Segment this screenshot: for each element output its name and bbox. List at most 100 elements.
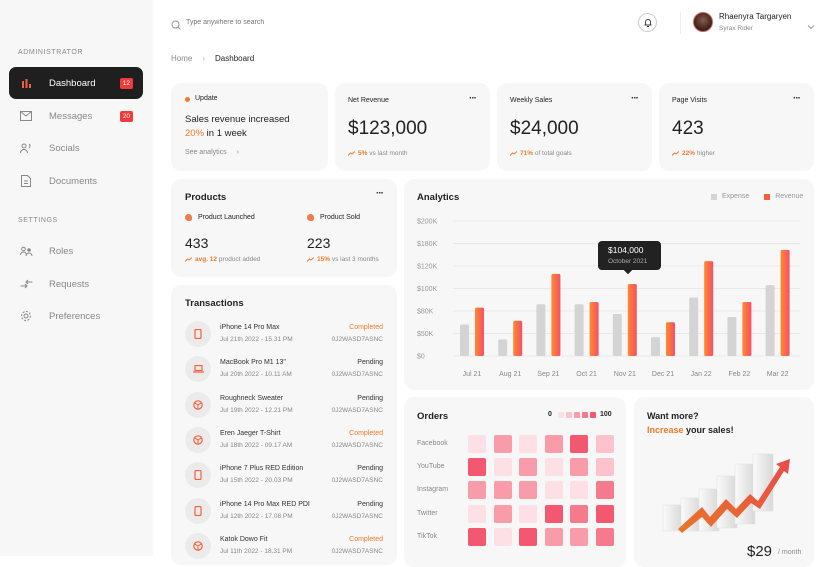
bar-revenue[interactable] xyxy=(627,284,637,356)
notification-bell-button[interactable] xyxy=(638,13,657,32)
see-analytics-link[interactable]: See analytics › xyxy=(185,149,239,156)
more-options-icon[interactable]: ··· xyxy=(376,188,384,199)
promo-highlight: Increase xyxy=(647,425,684,435)
analytics-chart: $0 $50K $80K $100K $120K $180K $200K Jul 21 Aug … xyxy=(417,219,800,378)
sidebar-item-requests[interactable]: Requests xyxy=(9,268,143,300)
stat-value: $123,000 xyxy=(348,118,428,139)
heatmap-cell[interactable] xyxy=(468,435,486,453)
bar-chart-icon xyxy=(19,76,33,90)
more-options-icon[interactable]: ··· xyxy=(469,93,477,104)
heatmap-cell[interactable] xyxy=(595,435,614,453)
heatmap-cell[interactable] xyxy=(544,458,563,477)
transaction-id: 0J2WASD7ASNC xyxy=(331,371,383,379)
heatmap-cell[interactable] xyxy=(570,504,588,523)
bar-expense[interactable] xyxy=(498,339,508,356)
sidebar-item-dashboard[interactable]: Dashboard 12 xyxy=(9,67,143,99)
update-label: Update xyxy=(195,95,218,102)
count-badge: 20 xyxy=(119,110,133,122)
heatmap-cell[interactable] xyxy=(493,435,512,453)
heatmap-cell[interactable] xyxy=(595,527,614,546)
bar-revenue[interactable] xyxy=(513,320,523,356)
bar-expense[interactable] xyxy=(765,285,775,356)
trend-up-icon xyxy=(672,151,679,156)
heatmap-cell[interactable] xyxy=(595,504,614,523)
search-input[interactable] xyxy=(186,15,386,29)
more-options-icon[interactable]: ··· xyxy=(793,93,801,104)
user-name[interactable]: Rhaenyra Targaryen xyxy=(719,12,792,21)
heatmap-cell[interactable] xyxy=(544,481,563,500)
transaction-row[interactable]: iPhone 7 Plus RED Edition Jul 15th 2022 -… xyxy=(171,462,397,496)
sidebar-item-roles[interactable]: Roles xyxy=(9,235,143,267)
bar-revenue[interactable] xyxy=(589,302,599,356)
heatmap-cell[interactable] xyxy=(570,527,588,546)
bar-expense[interactable] xyxy=(651,337,660,356)
gear-icon xyxy=(19,309,33,323)
sidebar-item-socials[interactable]: Socials xyxy=(9,132,143,164)
bar-expense[interactable] xyxy=(612,314,622,356)
bar-expense[interactable] xyxy=(574,304,584,356)
tooltip-value: $104,000 xyxy=(608,245,644,255)
heatmap-cell[interactable] xyxy=(570,481,588,500)
transaction-name: MacBook Pro M1 13" xyxy=(220,359,286,367)
sidebar-item-preferences[interactable]: Preferences xyxy=(9,300,143,332)
heatmap-cell[interactable] xyxy=(570,458,588,477)
bar-expense[interactable] xyxy=(727,317,737,356)
bar-revenue[interactable] xyxy=(780,249,790,356)
heatmap-cell[interactable] xyxy=(595,481,614,500)
heatmap-cell[interactable] xyxy=(468,458,486,477)
bar-revenue[interactable] xyxy=(551,273,561,356)
product-label: Product Launched xyxy=(198,214,255,221)
bar-revenue[interactable] xyxy=(704,261,714,356)
heatmap-cell[interactable] xyxy=(544,527,563,546)
heatmap-cell[interactable] xyxy=(544,435,563,453)
transaction-row[interactable]: Katok Dowo Fit Jul 11th 2022 - 18.31 PM Co… xyxy=(171,532,397,567)
bar-revenue[interactable] xyxy=(742,302,752,356)
products-title: Products xyxy=(185,192,227,203)
transaction-row[interactable]: MacBook Pro M1 13" Jul 20th 2022 - 10.11 … xyxy=(171,356,397,390)
transaction-row[interactable]: iPhone 14 Pro Max Jul 21th 2022 - 15.31 P… xyxy=(171,321,397,355)
legend-expense: Expense xyxy=(722,193,750,200)
transaction-id: 0J2WASD7ASNC xyxy=(331,406,383,414)
chevron-down-icon[interactable] xyxy=(807,17,815,35)
transaction-row[interactable]: iPhone 14 Pro Max RED PDI Jul 12th 2022 -… xyxy=(171,497,397,532)
sidebar-item-label: Documents xyxy=(49,175,98,187)
heatmap-cell[interactable] xyxy=(519,481,537,500)
bar-expense[interactable] xyxy=(460,324,469,357)
orders-card: Orders 0 100 Facebook YouTube Instagram Twi… xyxy=(404,397,626,567)
phone-icon xyxy=(185,497,211,524)
avatar[interactable] xyxy=(693,12,713,32)
heatmap-cell[interactable] xyxy=(468,527,486,546)
transaction-row[interactable]: Eren Jaeger T-Shirt Jul 18th 2022 - 09.17… xyxy=(171,426,397,461)
heatmap-cell[interactable] xyxy=(519,527,537,546)
sidebar-item-messages[interactable]: Messages 20 xyxy=(9,100,143,132)
heatmap-cell[interactable] xyxy=(519,435,537,453)
bar-revenue[interactable] xyxy=(666,322,675,356)
transaction-id: 0J2WASD7ASNC xyxy=(331,336,383,343)
heatmap-cell[interactable] xyxy=(468,504,486,523)
heatmap-cell[interactable] xyxy=(570,435,588,453)
heatmap-cell[interactable] xyxy=(493,458,512,477)
transaction-row[interactable]: Roughneck Sweater Jul 19th 2022 - 12.21 P… xyxy=(171,391,397,426)
transaction-date: Jul 15th 2022 - 20.03 PM xyxy=(220,477,293,485)
heatmap-cell[interactable] xyxy=(468,481,486,500)
status-dot-icon xyxy=(185,97,190,102)
sidebar-item-documents[interactable]: Documents xyxy=(9,165,143,197)
heatmap-cell[interactable] xyxy=(493,481,512,500)
bar-expense[interactable] xyxy=(536,304,546,356)
stat-value: $24,000 xyxy=(510,118,579,139)
products-card: Products ··· Product Launched 433 avg. 1… xyxy=(171,179,397,277)
bar-revenue[interactable] xyxy=(475,307,484,356)
heatmap-cell[interactable] xyxy=(493,527,512,546)
breadcrumb-home[interactable]: Home xyxy=(171,54,193,63)
heatmap-cell[interactable] xyxy=(519,504,537,523)
heatmap-cell[interactable] xyxy=(493,504,512,523)
sidebar-item-label: Requests xyxy=(49,278,90,290)
more-options-icon[interactable]: ··· xyxy=(631,93,639,104)
transaction-date: Jul 19th 2022 - 12.21 PM xyxy=(220,406,293,414)
heatmap-cell[interactable] xyxy=(519,458,537,477)
transaction-id: 0J2WASD7ASNC xyxy=(331,512,383,520)
stat-title: Page Visits xyxy=(672,97,707,104)
bar-expense[interactable] xyxy=(689,297,699,357)
heatmap-cell[interactable] xyxy=(595,458,614,477)
heatmap-cell[interactable] xyxy=(544,504,563,523)
